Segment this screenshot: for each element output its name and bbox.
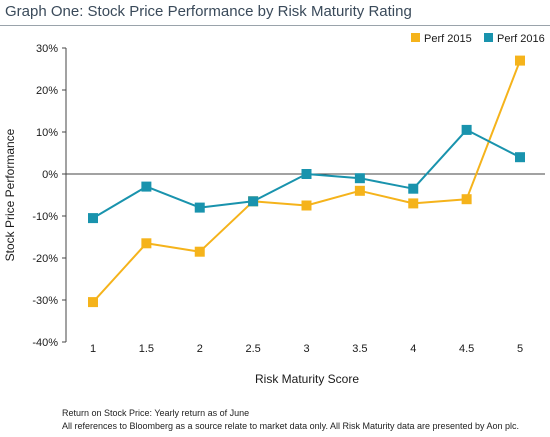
data-point-perf-2016 — [354, 173, 365, 184]
chart-title: Graph One: Stock Price Performance by Ri… — [5, 3, 412, 20]
y-tick-label: -10% — [32, 211, 58, 223]
data-point-perf-2015 — [194, 246, 205, 257]
data-point-perf-2015 — [88, 297, 98, 308]
legend-swatch-perf-2015 — [411, 33, 420, 42]
legend-swatch-perf-2016 — [484, 33, 493, 42]
data-point-perf-2016 — [88, 213, 98, 224]
data-point-perf-2015 — [461, 194, 472, 205]
data-point-perf-2016 — [408, 183, 419, 194]
legend-label-perf-2016: Perf 2016 — [497, 33, 545, 45]
data-point-perf-2016 — [301, 169, 312, 179]
data-point-perf-2016 — [461, 124, 472, 135]
data-point-perf-2015 — [515, 55, 525, 66]
y-tick-label: 20% — [36, 85, 58, 97]
legend-label-perf-2015: Perf 2015 — [424, 33, 472, 45]
y-tick-label: -40% — [32, 337, 58, 349]
data-point-perf-2016 — [515, 152, 525, 163]
x-tick-label: 3.5 — [352, 343, 367, 355]
x-tick-label: 5 — [517, 343, 523, 355]
footnote-sources: All references to Bloomberg as a source … — [62, 421, 520, 431]
y-axis-label: Stock Price Performance — [3, 128, 17, 261]
x-tick-label: 4.5 — [459, 343, 474, 355]
y-tick-label: 0% — [42, 169, 58, 181]
series-line-perf-2015 — [92, 60, 521, 303]
x-tick-label: 4 — [410, 343, 416, 355]
x-tick-label: 1.5 — [139, 343, 154, 355]
y-tick-label: 10% — [36, 127, 58, 139]
x-tick-label: 2 — [197, 343, 203, 355]
footnote-return: Return on Stock Price: Yearly return as … — [62, 408, 250, 418]
x-axis-label: Risk Maturity Score — [255, 372, 359, 386]
x-tick-label: 2.5 — [245, 343, 260, 355]
data-point-perf-2015 — [408, 198, 419, 209]
y-tick-label: -20% — [32, 253, 58, 265]
data-point-perf-2016 — [194, 202, 205, 213]
y-tick-label: 30% — [36, 43, 58, 55]
x-tick-label: 3 — [303, 343, 309, 355]
data-point-perf-2016 — [248, 196, 259, 207]
data-point-perf-2015 — [354, 185, 365, 196]
x-tick-label: 1 — [90, 343, 96, 355]
data-point-perf-2015 — [141, 238, 152, 249]
title-divider — [0, 25, 550, 26]
data-point-perf-2016 — [141, 181, 152, 192]
data-point-perf-2015 — [301, 200, 312, 211]
y-tick-label: -30% — [32, 295, 58, 307]
